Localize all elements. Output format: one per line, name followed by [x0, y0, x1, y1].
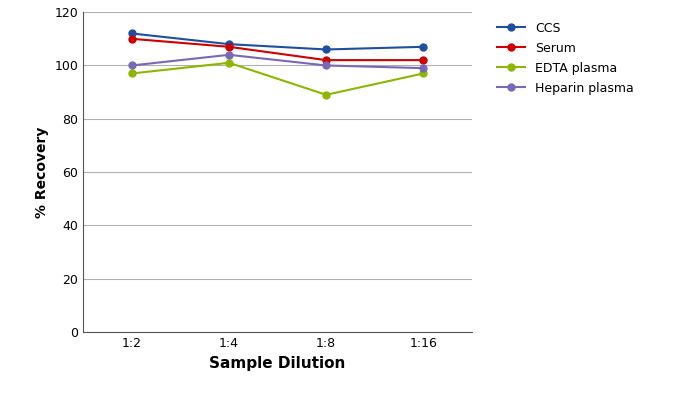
Legend: CCS, Serum, EDTA plasma, Heparin plasma: CCS, Serum, EDTA plasma, Heparin plasma: [493, 18, 638, 98]
CCS: [225, 42, 233, 47]
Heparin plasma: [128, 63, 136, 68]
Serum: [419, 58, 428, 63]
X-axis label: Sample Dilution: Sample Dilution: [210, 356, 346, 371]
Serum: [128, 36, 136, 41]
CCS: [419, 45, 428, 49]
Line: Heparin plasma: Heparin plasma: [128, 51, 427, 72]
CCS: [128, 31, 136, 36]
Line: EDTA plasma: EDTA plasma: [128, 60, 427, 98]
EDTA plasma: [128, 71, 136, 76]
Serum: [322, 58, 330, 63]
Heparin plasma: [419, 66, 428, 70]
EDTA plasma: [419, 71, 428, 76]
Heparin plasma: [322, 63, 330, 68]
Y-axis label: % Recovery: % Recovery: [35, 126, 49, 218]
EDTA plasma: [322, 92, 330, 97]
Line: Serum: Serum: [128, 35, 427, 64]
Line: CCS: CCS: [128, 30, 427, 53]
Heparin plasma: [225, 52, 233, 57]
EDTA plasma: [225, 60, 233, 65]
Serum: [225, 45, 233, 49]
CCS: [322, 47, 330, 52]
